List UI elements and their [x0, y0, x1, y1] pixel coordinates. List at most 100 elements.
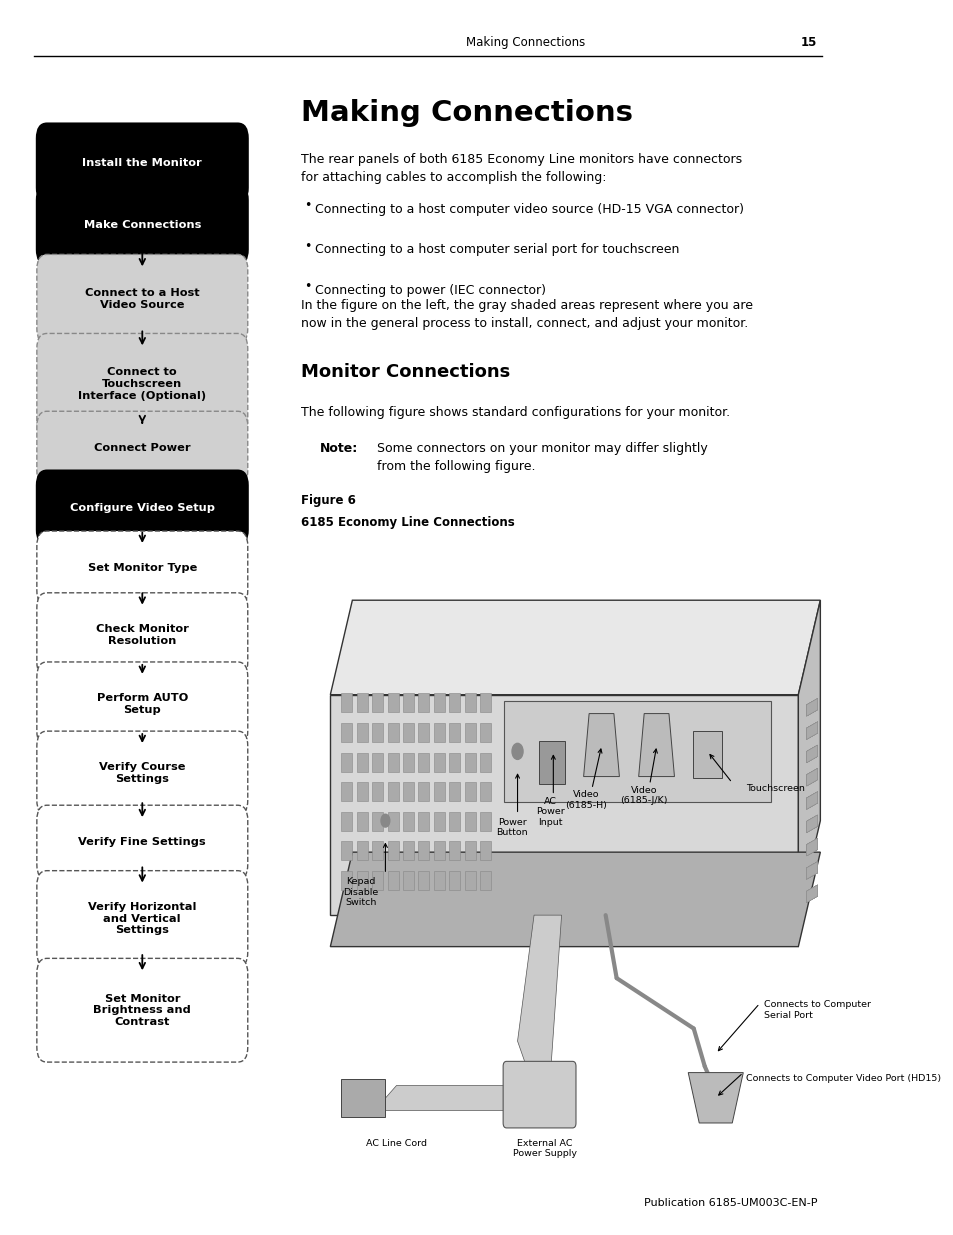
- Polygon shape: [418, 693, 429, 713]
- Polygon shape: [387, 782, 398, 802]
- FancyBboxPatch shape: [37, 333, 248, 435]
- Polygon shape: [805, 885, 817, 903]
- Polygon shape: [402, 871, 414, 890]
- Polygon shape: [449, 782, 459, 802]
- FancyBboxPatch shape: [37, 471, 248, 545]
- Polygon shape: [449, 871, 459, 890]
- Polygon shape: [449, 752, 459, 772]
- Text: Make Connections: Make Connections: [84, 220, 201, 230]
- Text: In the figure on the left, the gray shaded areas represent where you are
now in : In the figure on the left, the gray shad…: [300, 299, 752, 330]
- Text: External AC
Power Supply: External AC Power Supply: [513, 1139, 577, 1158]
- Polygon shape: [372, 811, 383, 831]
- Polygon shape: [418, 752, 429, 772]
- Polygon shape: [805, 792, 817, 809]
- Polygon shape: [341, 841, 352, 861]
- FancyBboxPatch shape: [692, 731, 721, 778]
- Text: Touchscreen: Touchscreen: [745, 784, 804, 793]
- Text: 15: 15: [801, 36, 817, 49]
- Polygon shape: [464, 871, 476, 890]
- Polygon shape: [387, 811, 398, 831]
- Polygon shape: [805, 768, 817, 785]
- Text: Power
Button: Power Button: [496, 818, 527, 837]
- Polygon shape: [372, 782, 383, 802]
- Polygon shape: [805, 768, 817, 785]
- Polygon shape: [356, 693, 368, 713]
- Polygon shape: [387, 693, 398, 713]
- Polygon shape: [805, 885, 817, 903]
- Polygon shape: [805, 768, 817, 785]
- Polygon shape: [805, 699, 817, 716]
- Polygon shape: [805, 862, 817, 879]
- Polygon shape: [464, 811, 476, 831]
- Polygon shape: [449, 693, 459, 713]
- Polygon shape: [418, 782, 429, 802]
- Polygon shape: [805, 839, 817, 856]
- Polygon shape: [372, 722, 383, 742]
- Polygon shape: [418, 811, 429, 831]
- Polygon shape: [356, 752, 368, 772]
- Text: •: •: [304, 199, 311, 212]
- Text: Connecting to power (IEC connector): Connecting to power (IEC connector): [314, 284, 545, 298]
- FancyBboxPatch shape: [37, 124, 248, 203]
- Polygon shape: [464, 722, 476, 742]
- Polygon shape: [479, 752, 491, 772]
- Polygon shape: [434, 752, 444, 772]
- Polygon shape: [387, 752, 398, 772]
- FancyBboxPatch shape: [37, 185, 248, 264]
- Polygon shape: [805, 699, 817, 716]
- Text: Set Monitor Type: Set Monitor Type: [88, 563, 196, 573]
- Polygon shape: [356, 782, 368, 802]
- Polygon shape: [583, 714, 618, 777]
- Polygon shape: [372, 752, 383, 772]
- Text: Some connectors on your monitor may differ slightly
from the following figure.: Some connectors on your monitor may diff…: [376, 442, 707, 473]
- Text: Perform AUTO
Setup: Perform AUTO Setup: [96, 693, 188, 715]
- Text: Check Monitor
Resolution: Check Monitor Resolution: [95, 624, 189, 646]
- Text: Verify Course
Settings: Verify Course Settings: [99, 762, 186, 784]
- Polygon shape: [434, 811, 444, 831]
- Polygon shape: [805, 745, 817, 763]
- Polygon shape: [479, 841, 491, 861]
- Text: Figure 6: Figure 6: [300, 494, 355, 508]
- Text: Publication 6185-UM003C-EN-P: Publication 6185-UM003C-EN-P: [643, 1198, 817, 1208]
- Polygon shape: [805, 699, 817, 716]
- Polygon shape: [805, 815, 817, 832]
- FancyBboxPatch shape: [37, 662, 248, 746]
- Polygon shape: [402, 841, 414, 861]
- Text: Verify Fine Settings: Verify Fine Settings: [78, 837, 206, 847]
- FancyBboxPatch shape: [37, 731, 248, 815]
- Polygon shape: [341, 1079, 385, 1116]
- Polygon shape: [479, 782, 491, 802]
- Text: AC
Power
Input: AC Power Input: [536, 797, 564, 826]
- Polygon shape: [805, 699, 817, 716]
- Polygon shape: [330, 852, 820, 947]
- Text: Connecting to a host computer video source (HD-15 VGA connector): Connecting to a host computer video sour…: [314, 203, 743, 216]
- Polygon shape: [805, 792, 817, 809]
- Polygon shape: [805, 745, 817, 763]
- Polygon shape: [805, 839, 817, 856]
- Polygon shape: [330, 600, 820, 695]
- Polygon shape: [374, 1086, 506, 1110]
- Text: Verify Horizontal
and Vertical
Settings: Verify Horizontal and Vertical Settings: [88, 903, 196, 935]
- Text: 6185 Economy Line Connections: 6185 Economy Line Connections: [300, 516, 514, 530]
- Text: The rear panels of both 6185 Economy Line monitors have connectors
for attaching: The rear panels of both 6185 Economy Lin…: [300, 153, 741, 184]
- Polygon shape: [434, 693, 444, 713]
- Polygon shape: [356, 871, 368, 890]
- Polygon shape: [805, 815, 817, 832]
- Polygon shape: [805, 745, 817, 763]
- FancyBboxPatch shape: [538, 741, 564, 784]
- Polygon shape: [449, 722, 459, 742]
- FancyBboxPatch shape: [37, 871, 248, 967]
- Text: Install the Monitor: Install the Monitor: [82, 158, 202, 168]
- Polygon shape: [805, 885, 817, 903]
- Text: •: •: [304, 280, 311, 294]
- Polygon shape: [805, 839, 817, 856]
- Polygon shape: [805, 792, 817, 809]
- FancyBboxPatch shape: [37, 805, 248, 879]
- Polygon shape: [387, 871, 398, 890]
- Polygon shape: [402, 811, 414, 831]
- Text: Connecting to a host computer serial port for touchscreen: Connecting to a host computer serial por…: [314, 243, 679, 257]
- Text: Connect Power: Connect Power: [94, 443, 191, 453]
- Polygon shape: [372, 871, 383, 890]
- Text: Kepad
Disable
Switch: Kepad Disable Switch: [343, 877, 377, 908]
- Polygon shape: [418, 871, 429, 890]
